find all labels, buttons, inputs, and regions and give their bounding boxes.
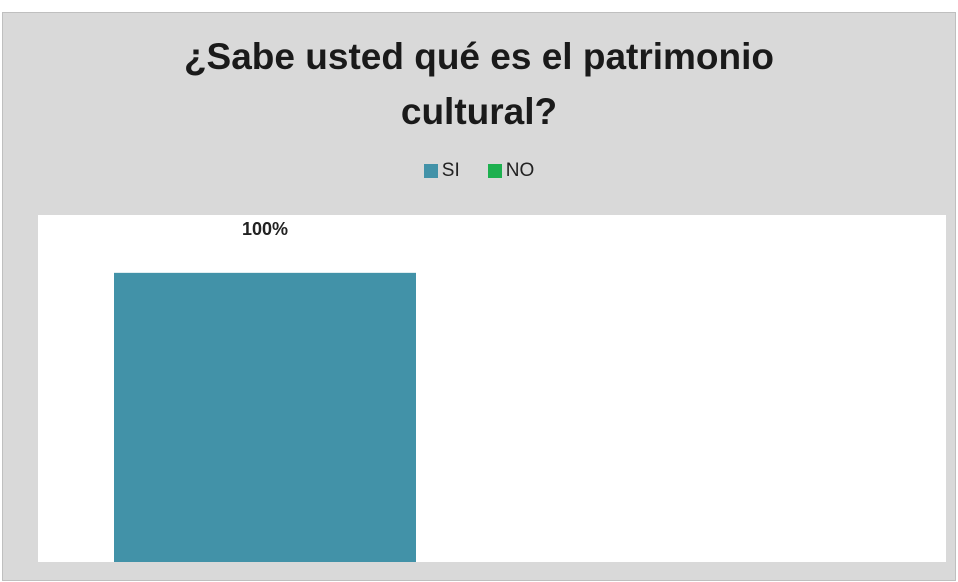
data-label-si: 100% — [242, 219, 288, 239]
bar-chart-svg: 100% — [114, 219, 416, 562]
legend-item-no: NO — [487, 160, 535, 182]
legend-label-no: NO — [505, 160, 535, 181]
legend-item-si: SI — [423, 160, 460, 182]
legend-swatch-si — [423, 164, 438, 178]
chart-title: ¿Sabe usted qué es el patrimonio cultura… — [183, 36, 775, 132]
legend-swatch-no — [487, 164, 502, 178]
legend-label-si: SI — [441, 160, 460, 181]
chart-legend: SI NO — [3, 160, 955, 182]
chart-frame: ¿Sabe usted qué es el patrimonio cultura… — [2, 12, 956, 581]
bar-si — [114, 272, 416, 562]
plot-area: 100% — [38, 215, 946, 562]
